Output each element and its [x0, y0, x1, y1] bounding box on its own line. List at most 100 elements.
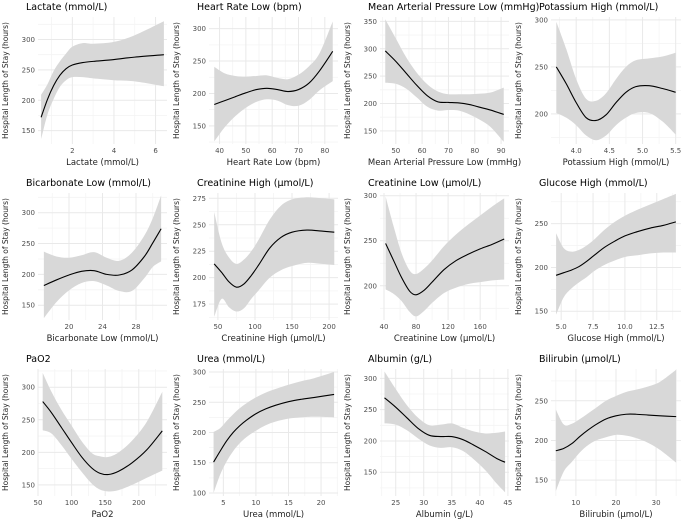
chart-title: Potassium High (mmol/L): [539, 2, 659, 13]
y-tick-label: 200: [535, 110, 548, 118]
chart-plot: 2 4 6 150 200 250 300 Lactate (mmol/L) Hospital …: [1, 17, 167, 168]
y-tick-label: 250: [22, 416, 35, 424]
x-tick-label: 5: [221, 499, 225, 507]
x-tick-label: 40: [380, 323, 389, 331]
confidence-band: [213, 372, 335, 493]
x-tick-label: 70: [294, 147, 303, 155]
chart-title: Glucose High (mmol/L): [539, 178, 648, 189]
confidence-band: [556, 21, 676, 141]
chart-panel-1: Lactate (mmol/L) 2 4 6 150 200 250 300 Lactate (…: [0, 0, 171, 176]
x-tick-label: 2: [70, 147, 74, 155]
y-tick-label: 250: [193, 58, 206, 66]
mean-line: [385, 238, 505, 296]
mean-line: [555, 413, 677, 452]
mean-line: [214, 51, 334, 105]
y-tick-label: 100: [193, 489, 206, 497]
y-tick-label: 350: [364, 18, 377, 26]
mean-line: [43, 228, 162, 286]
y-axis-label: Hospital Length of Stay (hours): [1, 198, 10, 315]
x-axis-label: Creatinine High (μmol/L): [221, 334, 325, 344]
y-tick-label: 200: [535, 264, 548, 272]
chart-panel-4: Potassium High (mmol/L) 4.0 4.5 5.0 5.5 200 25…: [513, 0, 685, 176]
x-tick-label: 5.0: [637, 147, 648, 155]
x-tick-label: 10: [571, 499, 580, 507]
y-tick-label: 200: [364, 282, 377, 290]
chart-panel-11: Albumin (g/L) 25 30 35 40 45 150 200 250 300 Album…: [342, 352, 513, 529]
chart-title: Urea (mmol/L): [197, 354, 266, 365]
x-tick-label: 150: [285, 323, 298, 331]
confidence-band: [41, 21, 164, 140]
confidence-band: [556, 193, 676, 315]
chart-panel-6: Creatinine High (μmol/L) 50 100 150 200 175 20…: [171, 176, 342, 352]
chart-title: Creatinine High (μmol/L): [197, 178, 314, 189]
chart-panel-12: Bilirubin (μmol/L) 10 20 30 150 200 250 Bilirub…: [513, 352, 685, 529]
y-tick-label: 150: [193, 122, 206, 130]
chart-plot: 10 20 30 150 200 250 Bilirubin (μmol/L) Hospita…: [514, 369, 681, 520]
x-tick-label: 28: [132, 323, 141, 331]
chart-panel-5: Bicarbonate Low (mmol/L) 20 24 28 150 200 250 3…: [0, 176, 171, 352]
x-tick-label: 150: [99, 499, 112, 507]
chart-plot: 50 60 70 80 90 150 200 250 300 350 Mean Arterial P…: [343, 17, 521, 168]
chart-plot: 5.0 7.5 10.0 12.5 150 200 250 Glucose High (mmo…: [514, 193, 681, 344]
y-tick-label: 250: [535, 397, 548, 405]
y-tick-label: 250: [364, 237, 377, 245]
chart-plot: 40 50 60 70 80 150 200 250 300 Heart Rate Low (bp…: [172, 17, 338, 168]
x-tick-label: 30: [419, 499, 428, 507]
chart-plot: 25 30 35 40 45 150 200 250 300 Albumin (g/L) Hospi…: [343, 369, 512, 520]
mean-line: [40, 54, 164, 118]
x-tick-label: 4.5: [604, 147, 615, 155]
confidence-band: [385, 196, 505, 317]
y-tick-label: 300: [22, 384, 35, 392]
y-tick-label: 250: [535, 63, 548, 71]
x-tick-label: 120: [441, 323, 454, 331]
x-tick-label: 40: [215, 147, 224, 155]
chart-title: PaO2: [26, 354, 51, 365]
y-tick-label: 300: [193, 25, 206, 33]
x-tick-label: 35: [447, 499, 456, 507]
mean-line: [384, 50, 504, 115]
y-tick-label: 200: [193, 429, 206, 437]
y-axis-label: Hospital Length of Stay (hours): [514, 198, 523, 315]
y-tick-label: 300: [535, 16, 548, 24]
mean-line: [555, 66, 676, 122]
chart-plot: 4.0 4.5 5.0 5.5 200 250 300 Potassium High (mmo…: [514, 16, 681, 168]
x-tick-label: 80: [470, 147, 479, 155]
mean-line: [213, 229, 335, 288]
y-tick-label: 175: [193, 301, 206, 309]
y-tick-label: 200: [535, 437, 548, 445]
x-axis-label: Urea (mmol/L): [243, 510, 304, 520]
y-axis-label: Hospital Length of Stay (hours): [172, 198, 181, 315]
x-tick-label: 200: [132, 499, 145, 507]
x-tick-label: 4.0: [571, 147, 582, 155]
x-tick-label: 24: [98, 323, 107, 331]
y-axis-label: Hospital Length of Stay (hours): [1, 374, 10, 491]
confidence-band: [43, 195, 162, 319]
x-tick-label: 6: [153, 147, 158, 155]
x-tick-label: 5.0: [556, 323, 567, 331]
x-axis-label: Mean Arterial Pressure Low (mmHg): [368, 158, 521, 168]
y-tick-label: 225: [193, 248, 206, 256]
confidence-band: [214, 197, 335, 317]
x-tick-label: 50: [391, 147, 400, 155]
x-tick-label: 4: [112, 147, 117, 155]
chart-title: Heart Rate Low (bpm): [197, 2, 302, 13]
confidence-band: [384, 371, 506, 493]
x-tick-label: 160: [473, 323, 486, 331]
chart-panel-3: Mean Arterial Pressure Low (mmHg) 50 60 70 8…: [342, 0, 539, 176]
chart-title: Lactate (mmol/L): [26, 2, 108, 13]
y-tick-label: 150: [22, 302, 35, 310]
y-axis-label: Hospital Length of Stay (hours): [343, 198, 352, 315]
chart-title: Bicarbonate Low (mmol/L): [26, 178, 151, 189]
y-tick-label: 250: [22, 240, 35, 248]
y-axis-label: Hospital Length of Stay (hours): [1, 22, 10, 139]
y-tick-label: 300: [364, 192, 377, 200]
chart-panel-7: Creatinine Low (μmol/L) 40 80 120 160 200 250 3…: [342, 176, 513, 352]
confidence-band: [214, 21, 333, 142]
y-axis-label: Hospital Length of Stay (hours): [343, 374, 352, 491]
x-tick-label: 20: [612, 499, 621, 507]
x-tick-label: 200: [322, 323, 335, 331]
x-tick-label: 60: [268, 147, 277, 155]
chart-plot: 50 100 150 200 175 200 225 250 275 Creatinine Hig…: [172, 193, 338, 344]
chart-panel-8: Glucose High (mmol/L) 5.0 7.5 10.0 12.5 150 20…: [513, 176, 685, 352]
